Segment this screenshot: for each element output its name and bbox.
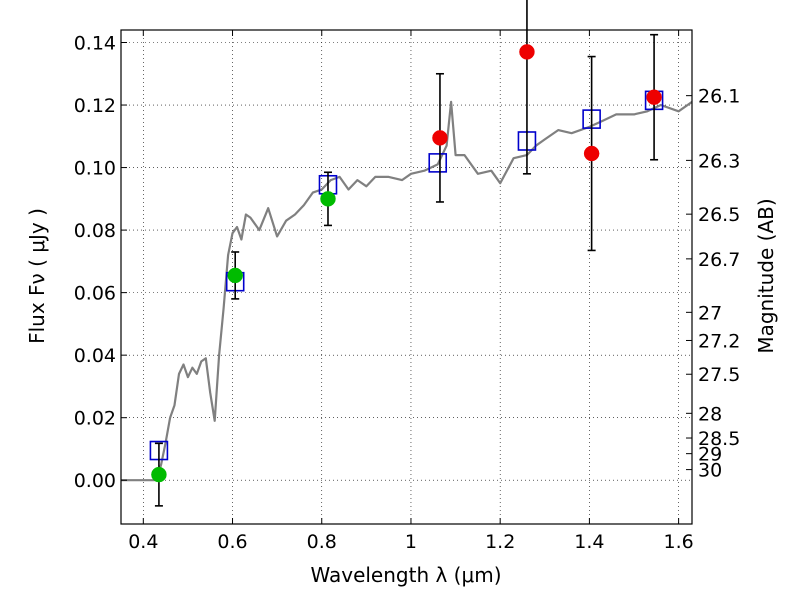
y-tick-label: 0.08 xyxy=(74,220,116,242)
y-tick-label: 0.04 xyxy=(74,345,116,367)
magnitude-axis-label: Magnitude (AB) xyxy=(754,198,778,353)
plot-frame xyxy=(120,29,693,525)
x-axis-label: Wavelength λ (μm) xyxy=(310,563,501,587)
magnitude-tick-label: 26.7 xyxy=(698,249,740,271)
x-tick-label: 0.4 xyxy=(128,531,158,553)
magnitude-tick-label: 26.1 xyxy=(698,86,740,108)
y-axis-label: Flux Fν ( μJy ) xyxy=(25,208,49,344)
x-tick-label: 1 xyxy=(405,531,417,553)
red-data-point xyxy=(519,44,535,60)
magnitude-tick-label: 27 xyxy=(698,302,722,324)
red-data-point xyxy=(432,130,448,146)
magnitude-tick-label: 29 xyxy=(698,444,722,466)
x-tick-label: 0.8 xyxy=(307,531,337,553)
y-tick-labels: 0.00 0.02 0.04 0.06 0.08 0.10 0.12 0.14 xyxy=(74,33,116,493)
magnitude-tick-label: 28.5 xyxy=(698,428,740,450)
magnitude-tick-label: 30 xyxy=(698,460,722,482)
magnitude-tick-label: 27.2 xyxy=(698,330,740,352)
y-tick-label: 0.10 xyxy=(74,158,116,180)
magnitude-tick-label: 26.3 xyxy=(698,150,740,172)
x-tick-labels: 0.4 0.6 0.8 1 1.2 1.4 1.6 xyxy=(128,531,694,553)
x-tick-label: 1.2 xyxy=(485,531,515,553)
green-data-point xyxy=(151,466,167,483)
y-tick-label: 0.12 xyxy=(74,95,116,117)
green-data-point xyxy=(320,191,336,207)
y-tick-label: 0.14 xyxy=(74,33,116,55)
errorbars-layer xyxy=(151,0,662,507)
green-data-point xyxy=(227,267,243,284)
ticks xyxy=(121,30,692,524)
model-bandpass-square xyxy=(428,153,448,173)
magnitude-tick-label: 28 xyxy=(698,403,722,425)
x-tick-label: 1.4 xyxy=(574,531,604,553)
x-tick-label: 0.6 xyxy=(217,531,247,553)
plot-background xyxy=(121,30,692,524)
red-data-point xyxy=(646,89,662,105)
red-data-point xyxy=(583,145,600,162)
y-tick-label: 0.06 xyxy=(74,283,116,305)
y-tick-label: 0.00 xyxy=(74,470,116,492)
y-tick-label: 0.02 xyxy=(74,408,116,430)
magnitude-tick-label: 26.5 xyxy=(698,204,740,226)
x-tick-label: 1.6 xyxy=(664,531,694,553)
magnitude-tick-label: 27.5 xyxy=(698,364,740,386)
model-sed-line xyxy=(121,100,692,482)
